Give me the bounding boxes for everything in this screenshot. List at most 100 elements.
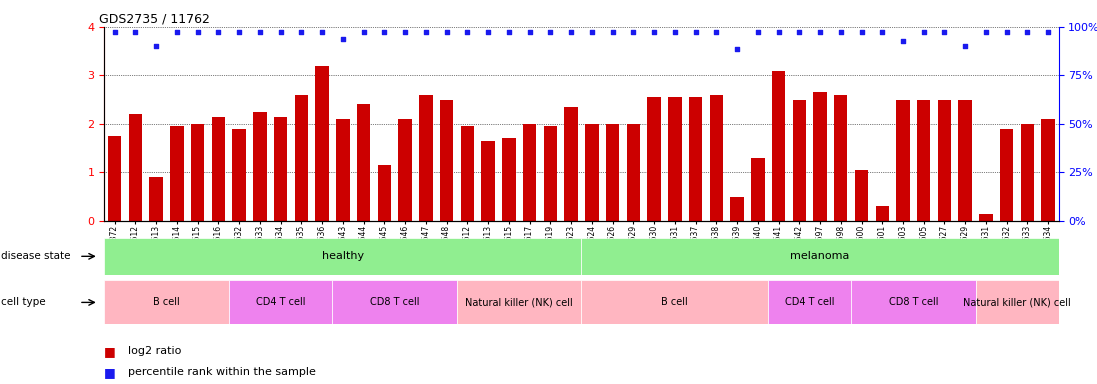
Bar [543,126,557,221]
Bar [253,112,267,221]
Point [272,29,290,35]
Point [459,29,476,35]
Point [977,29,995,35]
Point [105,29,123,35]
Bar [128,114,143,221]
Point [230,29,248,35]
Point [1040,29,1058,35]
Bar [419,95,432,221]
Point [687,29,704,35]
Point [936,29,953,35]
Bar [581,238,1059,275]
Point [210,29,227,35]
Point [563,29,580,35]
Bar [461,126,474,221]
Bar [315,66,329,221]
Point [500,29,518,35]
Point [438,29,455,35]
Point [1019,29,1037,35]
Point [728,46,746,52]
Point [189,29,206,35]
Bar [606,124,620,221]
Bar [855,170,868,221]
Bar [626,124,640,221]
Point [354,29,372,35]
Point [479,29,497,35]
Bar [336,119,350,221]
Bar [896,99,909,221]
Point [770,29,788,35]
Point [126,29,144,35]
Bar [980,214,993,221]
Point [749,29,767,35]
Text: percentile rank within the sample: percentile rank within the sample [128,367,316,377]
Bar [792,99,806,221]
Text: healthy: healthy [321,251,364,262]
Point [603,29,621,35]
Bar [377,165,391,221]
Bar [875,206,889,221]
Point [873,29,891,35]
Point [521,29,539,35]
Bar [295,95,308,221]
Point [894,38,912,45]
Bar [834,95,848,221]
Bar [170,126,183,221]
Bar [233,129,246,221]
Bar [1000,129,1014,221]
Text: CD4 T cell: CD4 T cell [256,297,305,308]
Bar [104,280,228,324]
Point [624,29,642,35]
Point [583,29,600,35]
Bar [523,124,536,221]
Point [314,29,331,35]
Text: CD8 T cell: CD8 T cell [370,297,419,308]
Bar [482,141,495,221]
Point [957,43,974,50]
Text: B cell: B cell [661,297,688,308]
Text: melanoma: melanoma [790,251,850,262]
Bar [917,99,930,221]
Bar [938,99,951,221]
Point [645,29,663,35]
Bar [647,97,660,221]
Point [147,43,165,50]
Bar [689,97,702,221]
Bar [564,107,578,221]
Bar [731,197,744,221]
Bar [710,95,723,221]
Text: cell type: cell type [1,297,46,308]
Point [708,29,725,35]
Point [998,29,1016,35]
Bar [1041,119,1055,221]
Bar [975,280,1059,324]
Bar [104,238,581,275]
Point [832,29,849,35]
Bar [108,136,122,221]
Point [666,29,683,35]
Bar [668,97,681,221]
Bar [813,92,827,221]
Bar [502,138,516,221]
Point [542,29,559,35]
Text: ■: ■ [104,366,116,379]
Bar [959,99,972,221]
Point [168,29,185,35]
Bar [332,280,457,324]
Point [333,36,351,42]
Bar [772,71,785,221]
Bar [212,117,225,221]
Point [852,29,870,35]
Point [417,29,434,35]
Text: disease state: disease state [1,251,70,262]
Bar [768,280,851,324]
Bar [398,119,411,221]
Point [375,29,393,35]
Point [293,29,310,35]
Text: ■: ■ [104,345,116,358]
Text: CD4 T cell: CD4 T cell [784,297,835,308]
Point [915,29,932,35]
Bar [357,104,371,221]
Bar [585,124,599,221]
Bar [440,99,453,221]
